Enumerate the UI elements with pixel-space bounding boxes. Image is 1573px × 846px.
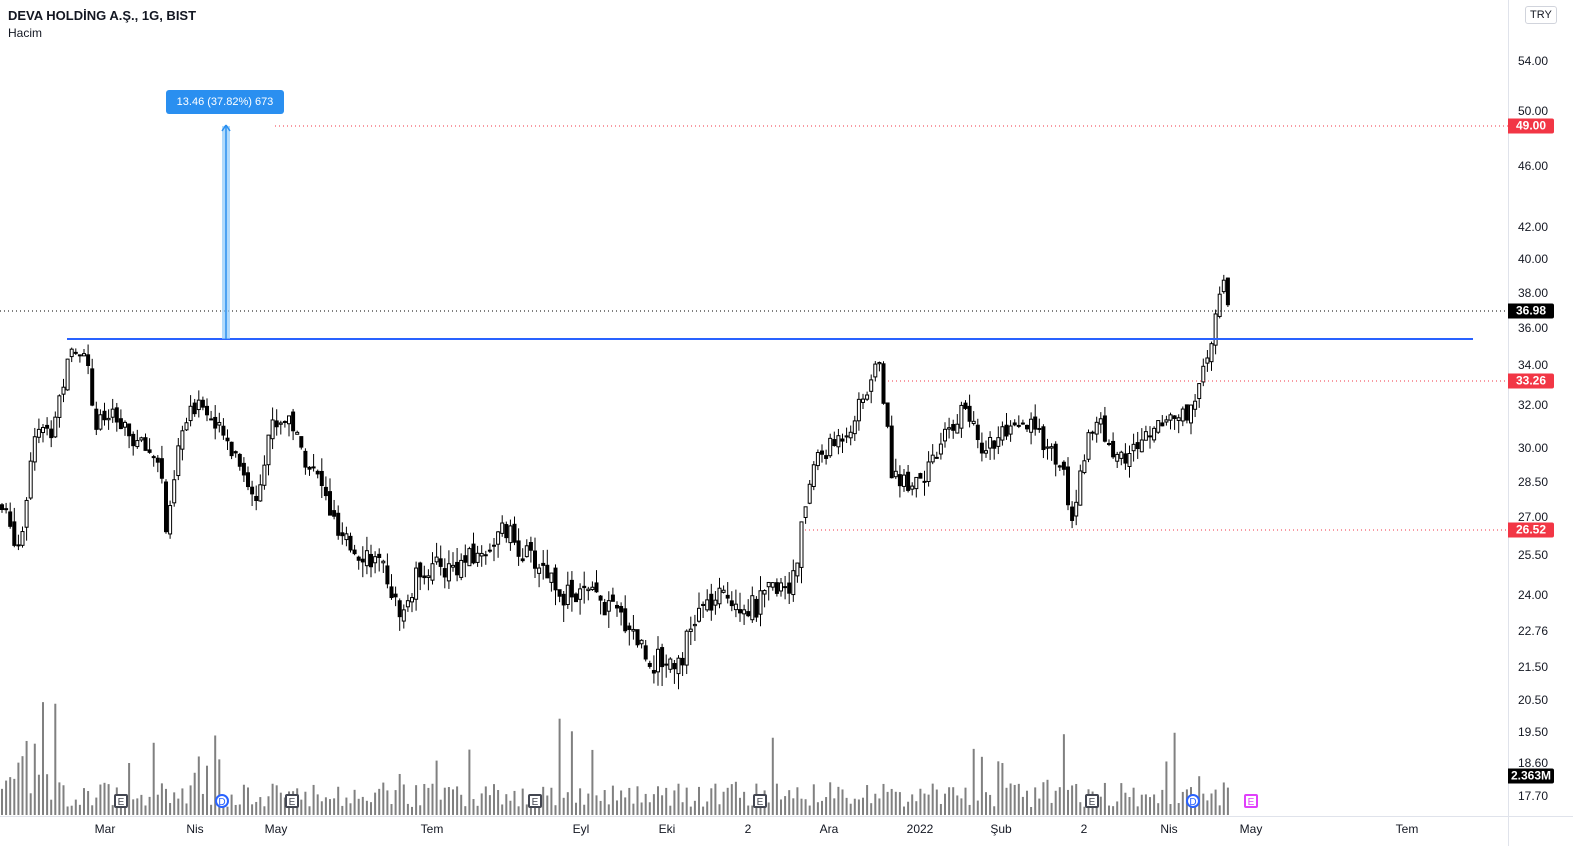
time-axis-border	[0, 816, 1573, 817]
currency-badge[interactable]: TRY	[1525, 6, 1557, 24]
time-tick: Eyl	[572, 822, 590, 836]
price-tick: 24.00	[1518, 588, 1549, 602]
candles	[0, 274, 1230, 690]
time-tick: Nis	[186, 822, 204, 836]
time-tick: Ara	[819, 822, 839, 836]
price-tick: 50.00	[1518, 104, 1549, 118]
price-tick: 34.00	[1518, 358, 1549, 372]
price-tick: 27.00	[1518, 510, 1549, 524]
measure-label[interactable]: 13.46 (37.82%) 673	[166, 90, 284, 114]
price-tick: 19.50	[1518, 725, 1549, 739]
arrow-head	[221, 124, 227, 132]
volume-bars	[1, 702, 1229, 815]
earnings-marker-icon[interactable]: E	[753, 794, 767, 808]
time-tick: 2022	[906, 822, 934, 836]
dividend-marker-icon[interactable]: D	[1186, 794, 1200, 808]
price-tag: 33.26	[1508, 373, 1554, 389]
price-tick: 17.70	[1518, 789, 1549, 803]
time-tick: Şub	[990, 822, 1012, 836]
time-tick: Mar	[94, 822, 116, 836]
time-tick: May	[1239, 822, 1263, 836]
earnings-marker-icon[interactable]: E	[114, 794, 128, 808]
price-tick: 46.00	[1518, 159, 1549, 173]
time-tick: Tem	[1395, 822, 1419, 836]
price-tick: 22.76	[1518, 624, 1549, 638]
price-tick: 30.00	[1518, 441, 1549, 455]
time-tick: May	[264, 822, 288, 836]
price-tick: 54.00	[1518, 54, 1549, 68]
earnings-marker-icon[interactable]: E	[528, 794, 542, 808]
price-tick: 40.00	[1518, 252, 1549, 266]
volume-indicator-label[interactable]: Hacim	[8, 26, 43, 40]
price-tick: 18.60	[1518, 756, 1549, 770]
price-tick: 20.50	[1518, 693, 1549, 707]
time-tick: 2	[744, 822, 752, 836]
earnings-marker-icon[interactable]: E	[1244, 794, 1258, 808]
price-tick: 38.00	[1518, 286, 1549, 300]
price-tag: 36.98	[1508, 303, 1554, 319]
time-tick: Eki	[658, 822, 676, 836]
symbol-title[interactable]: DEVA HOLDİNG A.Ş., 1G, BIST	[8, 8, 197, 23]
earnings-marker-icon[interactable]: E	[1085, 794, 1099, 808]
price-tick: 32.00	[1518, 398, 1549, 412]
price-tick: 25.50	[1518, 548, 1549, 562]
price-tag: 26.52	[1508, 522, 1554, 538]
time-tick: Nis	[1160, 822, 1178, 836]
price-tick: 28.50	[1518, 475, 1549, 489]
price-axis-border	[1508, 0, 1509, 846]
time-tick: Tem	[420, 822, 444, 836]
arrow-head	[225, 124, 231, 132]
earnings-marker-icon[interactable]: E	[285, 794, 299, 808]
price-tick: 42.00	[1518, 220, 1549, 234]
price-tick: 36.00	[1518, 321, 1549, 335]
price-tick: 21.50	[1518, 660, 1549, 674]
price-tag: 2.363M	[1508, 768, 1554, 784]
price-tag: 49.00	[1508, 118, 1554, 134]
price-chart[interactable]	[0, 0, 1508, 816]
dividend-marker-icon[interactable]: D	[215, 794, 229, 808]
drawings	[0, 124, 1508, 531]
time-tick: 2	[1080, 822, 1088, 836]
